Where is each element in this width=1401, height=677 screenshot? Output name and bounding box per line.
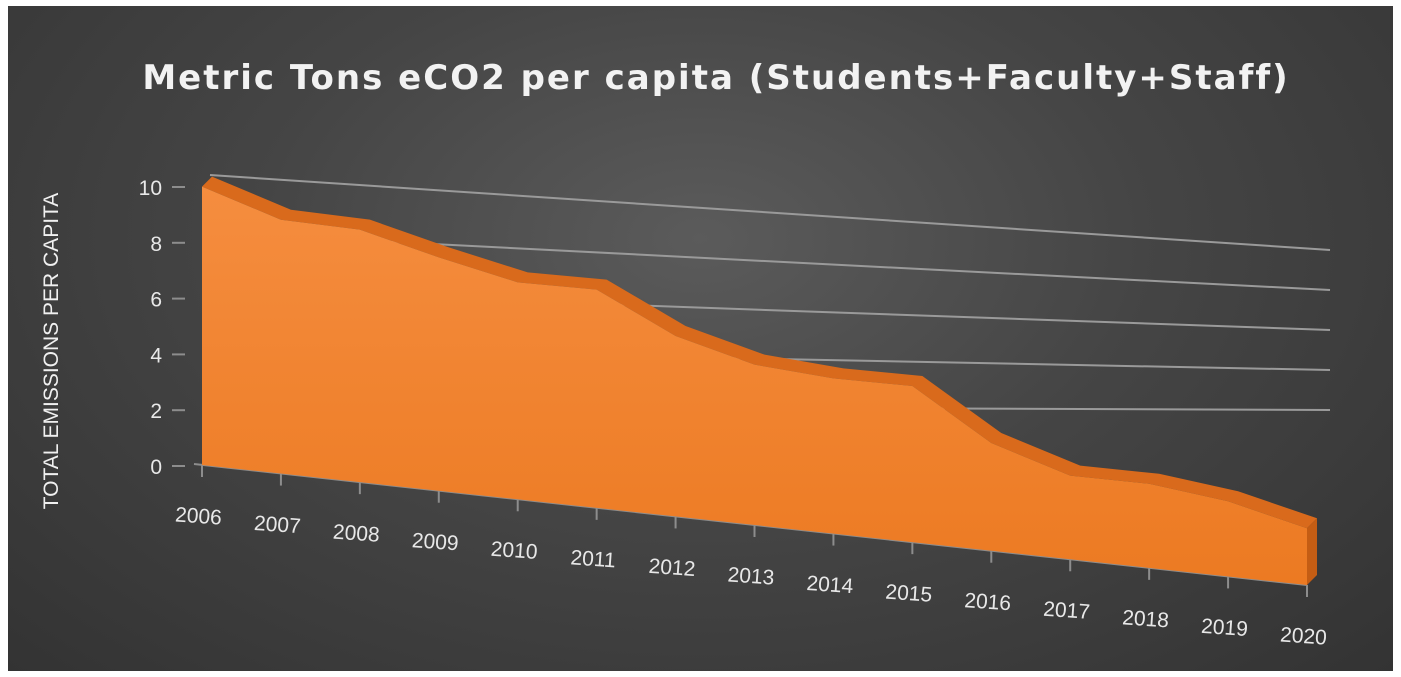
y-tick-label: 2 — [150, 400, 162, 423]
x-tick-label: 2019 — [1200, 615, 1248, 641]
area-top-face — [202, 176, 1317, 529]
y-tick-label: 6 — [150, 289, 162, 312]
x-tick-label: 2016 — [964, 589, 1012, 615]
chart-frame: Metric Tons eCO2 per capita (Students+Fa… — [8, 6, 1393, 671]
x-tick-label: 2012 — [648, 555, 696, 581]
x-tick-label: 2017 — [1043, 598, 1091, 624]
x-tick-label: 2013 — [727, 563, 775, 589]
gridline — [209, 174, 1331, 251]
x-tick-label: 2018 — [1121, 606, 1169, 632]
chart-title: Metric Tons eCO2 per capita (Students+Fa… — [142, 58, 1290, 98]
label-layer: 0 2 4 6 8 10 2006 2007 2008 2009 2010 2011 2012 2013 2… — [139, 177, 1328, 650]
x-tick-label: 2009 — [411, 529, 459, 555]
x-tick-label: 2006 — [174, 503, 222, 529]
x-tick-label: 2011 — [570, 546, 617, 572]
x-tick-label: 2015 — [885, 581, 933, 607]
area-layer — [202, 176, 1317, 585]
area-series — [202, 186, 1307, 585]
y-tick-label: 10 — [139, 177, 162, 200]
x-tick-label: 2010 — [490, 538, 538, 564]
x-tick-label: 2007 — [253, 512, 301, 538]
y-tick-label: 0 — [150, 456, 162, 479]
x-tick-label: 2008 — [332, 521, 380, 547]
area-side-face — [1307, 518, 1317, 585]
plot-area: 0 2 4 6 8 10 2006 2007 2008 2009 2010 2011 2012 2013 2… — [139, 174, 1331, 650]
x-tick-label: 2014 — [806, 572, 855, 598]
y-tick-label: 8 — [150, 233, 162, 256]
y-tick-label: 4 — [150, 344, 162, 367]
x-tick-label: 2020 — [1279, 623, 1327, 649]
